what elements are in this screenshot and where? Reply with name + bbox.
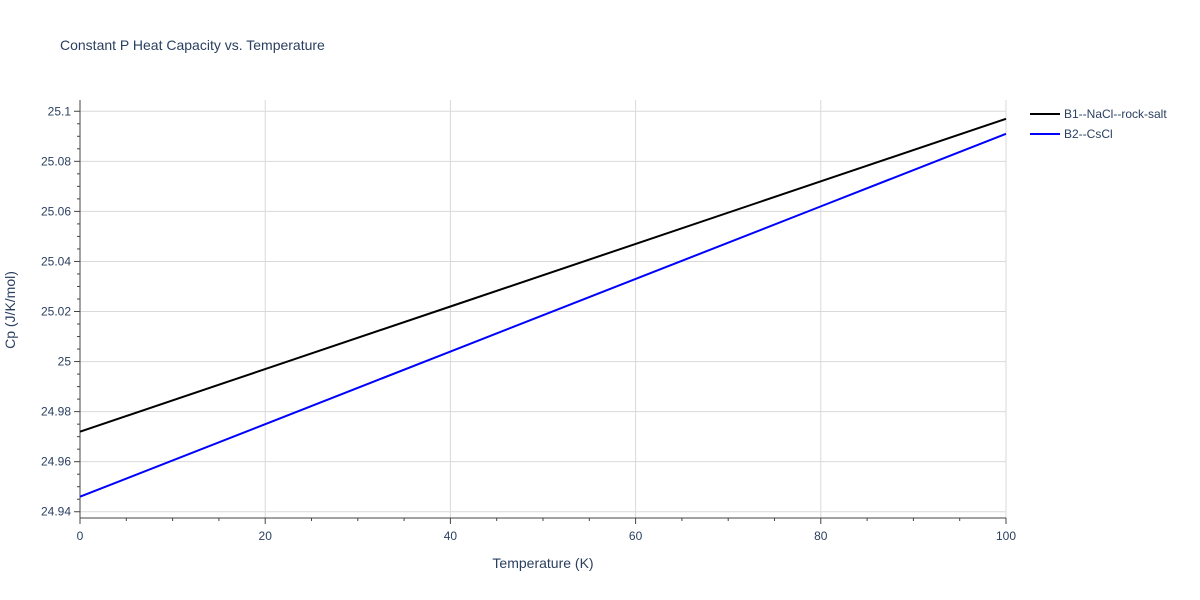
x-tick-label: 100 (996, 529, 1016, 543)
grid (80, 100, 1007, 518)
legend-label: B2--CsCl (1064, 127, 1113, 141)
x-tick-label: 40 (444, 529, 458, 543)
axes: 0 20 40 60 80 100 24.94 24.96 24.98 25 25.02 25.04 2… (41, 100, 1016, 543)
y-tick-label: 25.1 (48, 104, 72, 118)
y-tick-label: 24.98 (41, 405, 71, 419)
y-tick-label: 24.94 (41, 505, 71, 519)
chart-title: Constant P Heat Capacity vs. Temperature (60, 37, 325, 53)
x-tick-label: 80 (814, 529, 828, 543)
y-tick-label: 25.04 (41, 254, 71, 268)
y-tick-label: 25.02 (41, 305, 71, 319)
y-tick-label: 25 (58, 355, 72, 369)
y-tick-label: 24.96 (41, 455, 71, 469)
series-line-2 (79, 132, 1007, 498)
x-axis-title: Temperature (K) (492, 555, 593, 571)
y-axis-title: Cp (J/K/mol) (2, 271, 18, 349)
series-line-1 (79, 117, 1007, 433)
plot-area (79, 117, 1007, 498)
legend-label: B1--NaCl--rock-salt (1064, 107, 1167, 121)
x-tick-label: 0 (77, 529, 84, 543)
y-tick-label: 25.08 (41, 154, 71, 168)
y-tick-label: 25.06 (41, 204, 71, 218)
x-tick-label: 20 (259, 529, 273, 543)
x-tick-label: 60 (629, 529, 643, 543)
legend: B1--NaCl--rock-salt B2--CsCl (1030, 107, 1167, 141)
